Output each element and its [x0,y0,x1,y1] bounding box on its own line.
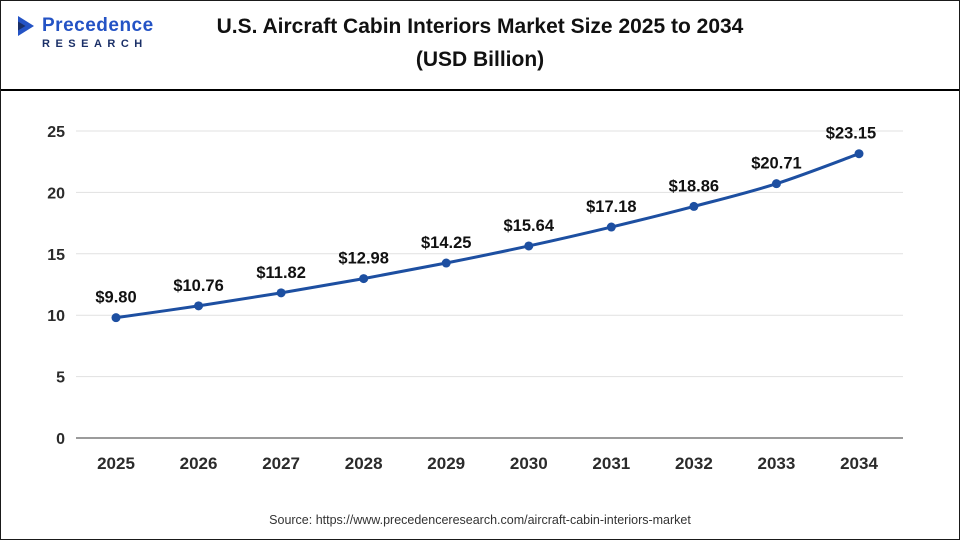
data-point [606,222,616,232]
x-axis-tick: 2031 [592,454,630,473]
source-note: Source: https://www.precedenceresearch.c… [269,513,691,527]
logo-subtitle: RESEARCH [42,38,148,50]
precedence-logo-icon [15,15,37,37]
data-point-label: $14.25 [421,234,471,252]
y-axis-tick: 20 [47,185,65,202]
data-point [771,179,781,189]
y-axis-tick: 25 [47,124,65,141]
data-point-label: $15.64 [504,217,555,235]
data-point [854,149,864,159]
x-axis-tick: 2029 [427,454,465,473]
data-point [524,241,534,251]
data-point-label: $12.98 [338,250,388,268]
y-axis-tick: 0 [56,431,65,448]
data-point-label: $17.18 [586,198,636,216]
logo-wordmark: Precedence [42,15,154,37]
chart-title-line1: U.S. Aircraft Cabin Interiors Market Siz… [216,15,744,38]
market-size-line-chart: 0 5 10 15 20 25 2025 2026 2027 2028 2029 2030 2031 20… [1,91,960,493]
x-axis-tick: 2026 [180,454,218,473]
y-axis-tick: 5 [56,370,65,387]
data-point [359,274,369,284]
x-axis-tick: 2025 [97,454,135,473]
data-point [194,301,204,311]
data-point-label: $20.71 [751,155,801,173]
data-point-label: $9.80 [95,289,136,307]
x-axis-tick: 2030 [510,454,548,473]
chart-title: U.S. Aircraft Cabin Interiors Market Siz… [1,11,959,76]
header: Precedence RESEARCH U.S. Aircraft Cabin … [1,1,959,91]
data-point-label: $18.86 [669,177,719,195]
series-line [114,152,861,320]
chart-title-line2: (USD Billion) [415,47,545,71]
x-axis-tick: 2033 [758,454,796,473]
data-point [111,313,121,323]
data-point [441,258,451,268]
x-axis-tick: 2028 [345,454,383,473]
data-point-label: $10.76 [173,277,223,295]
x-axis-tick: 2032 [675,454,713,473]
x-axis-tick: 2027 [262,454,300,473]
precedence-logo: Precedence RESEARCH [15,15,154,51]
x-axis-tick: 2034 [840,454,878,473]
data-point [276,288,286,298]
data-point-label: $11.82 [256,264,306,282]
data-point-label: $23.15 [826,125,876,143]
y-axis-tick: 15 [47,247,65,264]
data-point [689,201,699,211]
y-axis-tick: 10 [47,308,65,325]
